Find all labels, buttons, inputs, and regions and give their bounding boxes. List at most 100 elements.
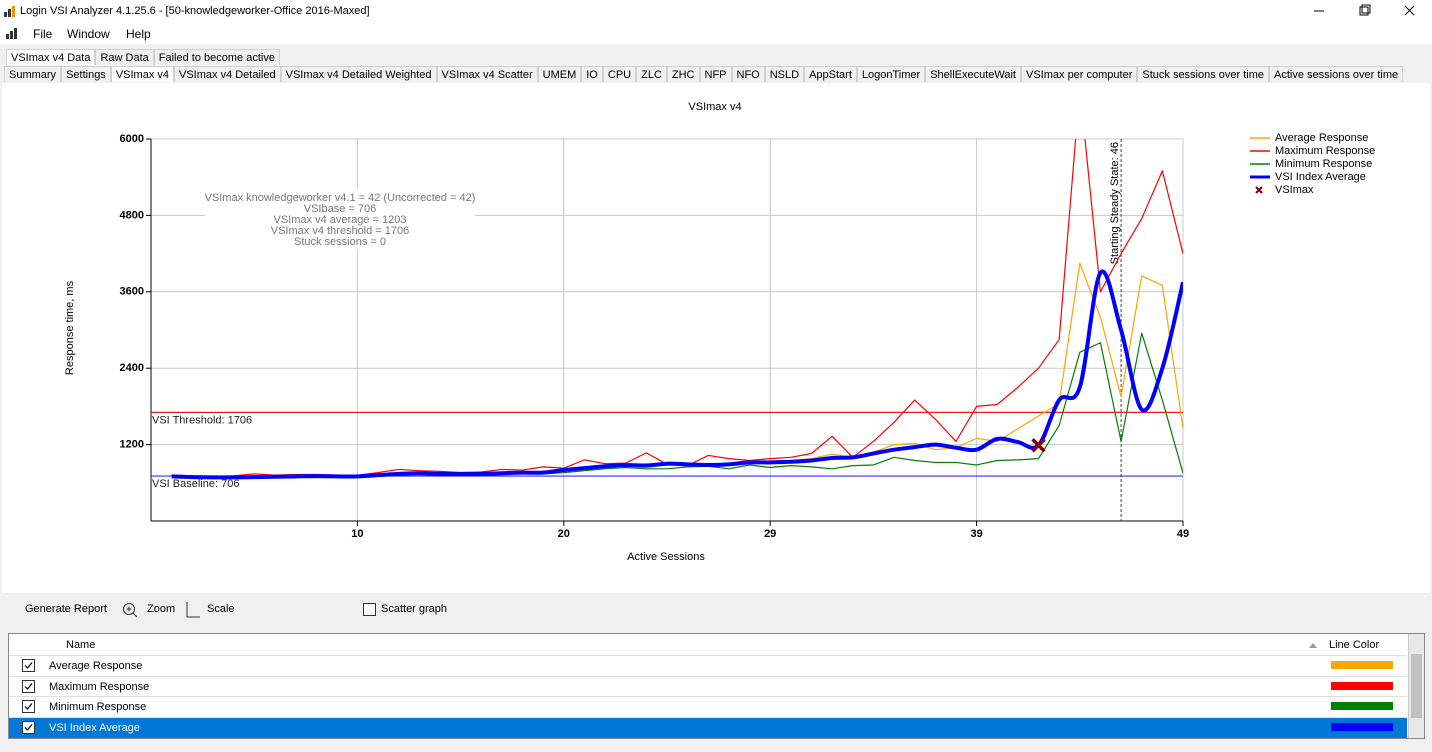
- tab[interactable]: IO: [581, 66, 603, 82]
- chart: VSImax v4 Active Sessions Response time, m…: [64, 101, 1375, 563]
- baseline-label: VSI Baseline: 706: [152, 478, 239, 490]
- annotation-box: [205, 189, 475, 249]
- annotation-text: VSImax v4 average = 1203: [274, 214, 407, 226]
- tab[interactable]: ShellExecuteWait: [925, 66, 1021, 82]
- menu-bar: File Window Help: [0, 22, 1432, 44]
- x-tick-label: 10: [351, 528, 363, 540]
- tab[interactable]: NSLD: [764, 66, 805, 82]
- annotation-text: VSImax knowledgeworker v4.1 = 42 (Uncorr…: [205, 192, 476, 204]
- vsimax-marker: [1031, 437, 1046, 453]
- legend-label: Maximum Response: [1275, 145, 1375, 157]
- scatter-label[interactable]: Scatter graph: [381, 603, 448, 615]
- tab[interactable]: ZLC: [636, 66, 667, 82]
- window-controls[interactable]: [1300, 0, 1432, 22]
- tab[interactable]: VSImax v4 Scatter: [436, 66, 538, 82]
- menu-item[interactable]: Window: [67, 27, 110, 41]
- table-row[interactable]: Average Response: [9, 655, 1407, 676]
- menu-item[interactable]: Help: [126, 27, 151, 41]
- tab[interactable]: Failed to become active: [153, 49, 280, 65]
- sort-icon: [1309, 643, 1317, 648]
- y-axis-label: Response time, ms: [64, 280, 76, 375]
- row-checkbox[interactable]: [22, 679, 35, 693]
- scale-icon[interactable]: [186, 602, 200, 618]
- series-table: Name Line Color Average Response Maximum …: [8, 633, 1425, 739]
- tab[interactable]: NFO: [731, 66, 765, 82]
- annotation-text: VSImax v4 threshold = 1706: [271, 225, 410, 237]
- y-tick-label: 2400: [120, 362, 144, 374]
- tab[interactable]: VSImax v4: [110, 66, 174, 82]
- tab[interactable]: UMEM: [537, 66, 582, 82]
- series-line: [171, 139, 1183, 478]
- x-tick-label: 49: [1177, 528, 1189, 540]
- tab[interactable]: Summary: [4, 66, 62, 82]
- zoom-button[interactable]: Zoom: [147, 603, 176, 615]
- table-row[interactable]: Maximum Response: [9, 675, 1407, 697]
- x-tick-label: 20: [558, 528, 570, 540]
- tab[interactable]: Active sessions over time: [1269, 66, 1404, 82]
- series-line: [171, 332, 1183, 479]
- generate-report-button[interactable]: Generate Report: [25, 603, 107, 615]
- table-row[interactable]: VSI Index Average: [9, 716, 1407, 738]
- y-tick-label: 6000: [120, 133, 144, 145]
- row-color-swatch: [1331, 702, 1393, 710]
- legend-label: Minimum Response: [1275, 158, 1372, 170]
- scrollbar[interactable]: [1408, 634, 1424, 738]
- legend-swatch: [1255, 186, 1263, 194]
- tab[interactable]: ZHC: [666, 66, 700, 82]
- row-checkbox[interactable]: [22, 659, 35, 672]
- tab[interactable]: Settings: [61, 66, 111, 82]
- y-tick-label: 1200: [120, 439, 144, 451]
- row-name: VSI Index Average: [49, 721, 140, 734]
- plot-area: [171, 139, 1183, 480]
- row-name: Average Response: [49, 660, 143, 672]
- window-title: Login VSI Analyzer 4.1.25.6 - [50-knowle…: [20, 5, 370, 17]
- tab[interactable]: CPU: [602, 66, 637, 82]
- chart-title: VSImax v4: [688, 101, 741, 113]
- tab-row: VSImax v4 Data Raw Data Failed to become a…: [6, 49, 280, 65]
- series-line: [171, 269, 1183, 480]
- row-color-swatch: [1331, 722, 1393, 731]
- tab-row: Summary Settings VSImax v4 VSImax v4 Detail…: [4, 66, 1404, 82]
- title-bar: Login VSI Analyzer 4.1.25.6 - [50-knowle…: [0, 0, 1432, 22]
- y-tick-label: 3600: [120, 286, 144, 298]
- steady-state-label: Starting Steady State: 46: [1109, 142, 1121, 264]
- tab[interactable]: NFP: [699, 66, 732, 82]
- x-axis-label: Active Sessions: [627, 551, 705, 563]
- tab[interactable]: Raw Data: [95, 49, 154, 65]
- scatter-checkbox[interactable]: [363, 603, 376, 616]
- tab[interactable]: Stuck sessions over time: [1137, 66, 1270, 82]
- toolbar: Generate Report Zoom Scale Scatter graph: [0, 596, 1432, 624]
- scale-button[interactable]: Scale: [207, 603, 235, 615]
- x-tick-label: 29: [764, 528, 776, 540]
- scroll-thumb[interactable]: [1411, 654, 1422, 718]
- row-color-swatch: [1331, 681, 1393, 690]
- annotation-text: Stuck sessions = 0: [294, 236, 386, 248]
- threshold-label: VSI Threshold: 1706: [152, 414, 252, 426]
- tab[interactable]: AppStart: [804, 66, 857, 82]
- chart-panel: [2, 83, 1430, 593]
- app-icon: [6, 28, 17, 39]
- row-name: Minimum Response: [49, 701, 147, 713]
- tab[interactable]: LogonTimer: [856, 66, 926, 82]
- row-checkbox[interactable]: [22, 700, 35, 713]
- row-name: Maximum Response: [49, 680, 150, 693]
- tab[interactable]: VSImax v4 Data: [6, 49, 96, 65]
- table-row[interactable]: Minimum Response: [9, 696, 1407, 717]
- tab[interactable]: VSImax per computer: [1021, 66, 1138, 82]
- annotation-text: VSIbase = 706: [304, 203, 376, 215]
- x-tick-label: 39: [970, 528, 982, 540]
- row-color-swatch: [1331, 661, 1393, 669]
- legend-label: VSImax: [1275, 184, 1314, 196]
- legend-label: VSI Index Average: [1275, 171, 1366, 183]
- menu-item[interactable]: File: [33, 27, 53, 41]
- column-header[interactable]: Name: [66, 639, 96, 651]
- row-checkbox[interactable]: [22, 720, 35, 734]
- legend-label: Average Response: [1275, 132, 1368, 144]
- app-icon: [4, 6, 15, 17]
- tab[interactable]: VSImax v4 Detailed: [174, 66, 281, 82]
- zoom-icon[interactable]: [122, 602, 138, 618]
- tab[interactable]: VSImax v4 Detailed Weighted: [280, 66, 437, 82]
- column-header[interactable]: Line Color: [1329, 639, 1380, 651]
